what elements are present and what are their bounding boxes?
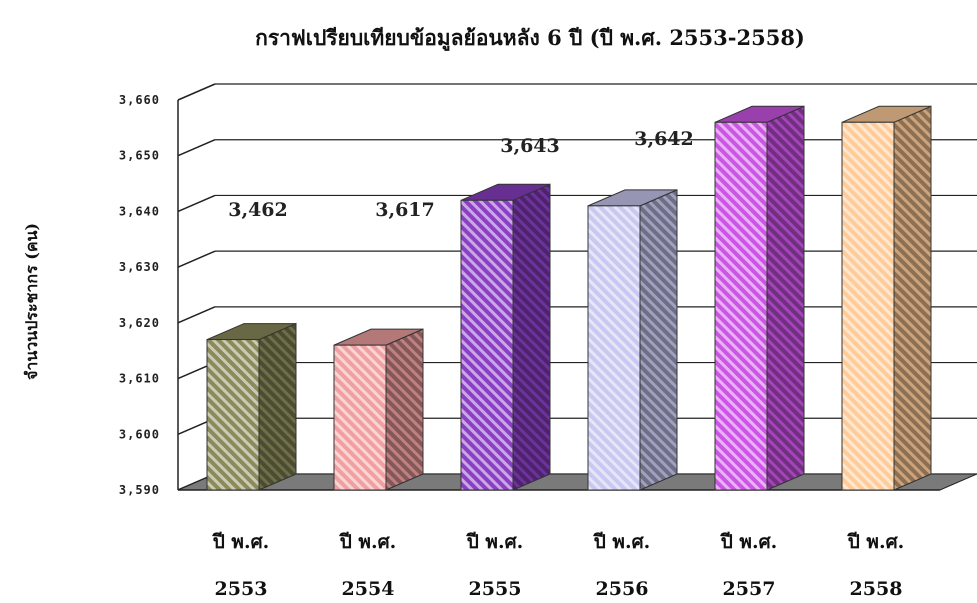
grid-diagonal	[177, 250, 216, 268]
bar-side	[766, 105, 805, 491]
x-tick-label: 2556	[596, 578, 649, 600]
bar-side	[258, 322, 297, 491]
bar-side	[639, 189, 678, 491]
y-tick-label: 3,590	[119, 483, 160, 497]
bar-front	[206, 339, 260, 491]
bar-front	[460, 199, 514, 491]
data-label: 3,462	[228, 199, 288, 221]
x-tick-label: ปี พ.ศ.	[466, 531, 523, 553]
grid-diagonal	[177, 83, 216, 101]
data-label: 3,617	[375, 199, 435, 221]
bar	[714, 105, 805, 491]
bar	[841, 105, 932, 491]
bar	[587, 189, 678, 491]
x-tick-label: 2557	[723, 578, 776, 600]
y-tick-label: 3,630	[119, 260, 160, 274]
x-tick-label: 2555	[469, 578, 522, 600]
x-tick-label: ปี พ.ศ.	[593, 531, 650, 553]
bar	[206, 322, 297, 491]
chart-title: กราฟเปรียบเทียบข้อมูลย้อนหลัง 6 ปี (ปี พ…	[255, 25, 805, 50]
grid-diagonal	[177, 194, 216, 213]
x-tick-label: 2554	[342, 578, 395, 600]
bar	[460, 183, 551, 491]
y-tick-label: 3,640	[119, 204, 160, 218]
bar-side	[385, 328, 424, 491]
x-tick-label: 2558	[850, 578, 903, 600]
x-tick-label: ปี พ.ศ.	[339, 531, 396, 553]
y-tick-label: 3,620	[119, 316, 160, 330]
bar-side	[893, 105, 932, 491]
grid-diagonal	[177, 139, 216, 157]
y-tick-label: 3,600	[119, 427, 160, 441]
bar	[333, 328, 424, 491]
x-tick-label: ปี พ.ศ.	[212, 531, 269, 553]
bar-front	[714, 121, 768, 491]
grid-diagonal	[177, 306, 216, 324]
data-label: 3,643	[500, 135, 560, 157]
bar-front	[587, 205, 641, 491]
y-tick-label: 3,650	[119, 149, 160, 163]
data-label: 3,642	[634, 128, 694, 150]
y-tick-label: 3,660	[119, 93, 160, 107]
bar-side	[512, 183, 551, 491]
bar-front	[333, 344, 387, 491]
x-tick-label: ปี พ.ศ.	[847, 531, 904, 553]
bar-front	[841, 121, 895, 491]
x-tick-label: 2553	[215, 578, 268, 600]
y-tick-label: 3,610	[119, 372, 160, 386]
x-tick-label: ปี พ.ศ.	[720, 531, 777, 553]
bars	[206, 105, 932, 491]
labels: 3,590 3,600 3,610 3,620 3,630 3,640 3,650 3,660…	[119, 93, 904, 600]
